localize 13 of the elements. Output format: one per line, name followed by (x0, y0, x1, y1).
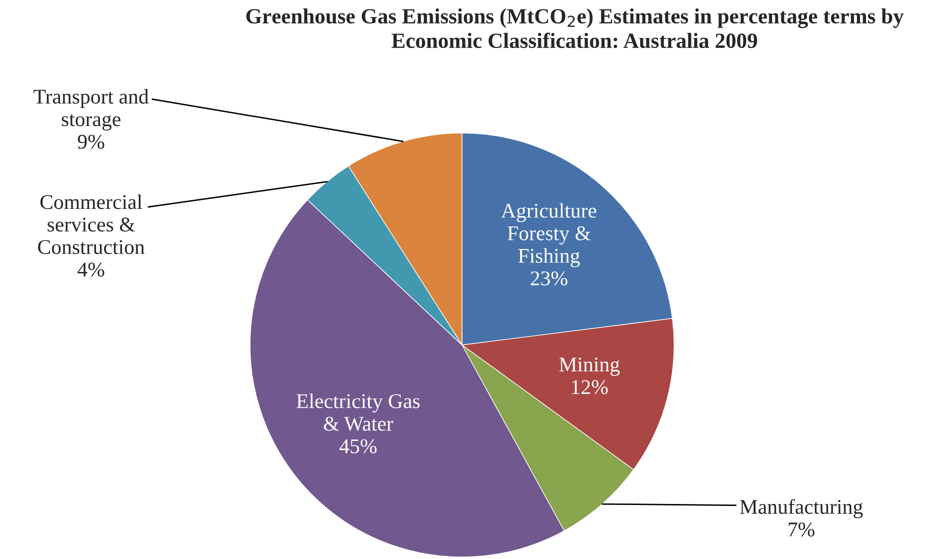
data-label: 45% (340, 439, 377, 454)
slice-label: Manufacturing (740, 499, 863, 518)
slice-label: Commercial services & Construction (38, 194, 145, 254)
data-label: 12% (572, 380, 608, 394)
slice-label: Mining (559, 358, 620, 376)
slice-label: Electricity Gas & Water (296, 394, 420, 431)
slice-label: Transport and storage (34, 89, 149, 131)
data-label: 9% (78, 134, 104, 149)
slice-label: Agriculture Foresty & Fishing (501, 203, 596, 268)
data-label: 7% (788, 522, 814, 537)
chart-title: Greenhouse Gas Emissions (MtCO$_{2}$e) Estimates in percentage terms by Economic Classification: Australia 2009 (246, 8, 904, 48)
data-label: 4% (78, 262, 104, 277)
data-label: 23% (530, 271, 568, 286)
